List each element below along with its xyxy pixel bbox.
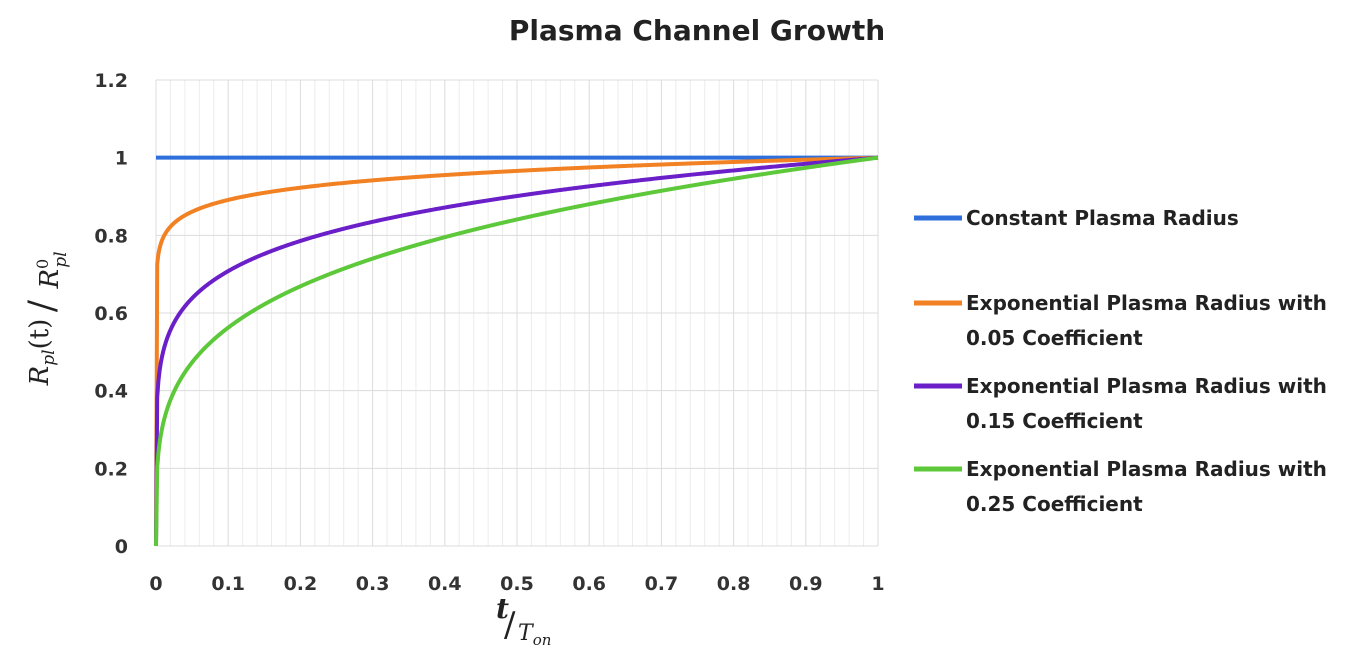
y-tick-label: 1.2 bbox=[94, 70, 128, 92]
chart-title: Plasma Channel Growth bbox=[509, 14, 885, 47]
y-label-denominator: R0pl bbox=[33, 251, 71, 289]
y-tick-label: 0.2 bbox=[94, 458, 128, 480]
x-axis-label: t / Ton bbox=[496, 592, 551, 648]
x-tick-label: 0.6 bbox=[572, 573, 606, 595]
x-tick-label: 0.3 bbox=[356, 573, 390, 595]
x-tick-label: 0 bbox=[149, 573, 162, 595]
x-tick-label: 1 bbox=[871, 573, 884, 595]
x-tick-labels: 0 0.1 0.2 0.3 0.4 0.5 0.6 0.7 0.8 0.9 1 bbox=[149, 573, 884, 595]
x-tick-label: 0.2 bbox=[284, 573, 318, 595]
y-tick-label: 1 bbox=[115, 148, 128, 170]
legend-label-4: 0.25 Coefficient bbox=[966, 492, 1143, 516]
series-line-2 bbox=[154, 155, 879, 547]
y-tick-label: 0.8 bbox=[94, 225, 128, 247]
y-tick-labels: 0 0.2 0.4 0.6 0.8 1 1.2 bbox=[94, 70, 128, 558]
y-label-slash: / bbox=[22, 299, 63, 312]
y-tick-label: 0.4 bbox=[94, 381, 128, 403]
x-tick-label: 0.4 bbox=[428, 573, 462, 595]
grid bbox=[155, 79, 879, 547]
legend-label-2: Exponential Plasma Radius with bbox=[966, 291, 1327, 315]
y-axis-label: Rpl(t) / R0pl bbox=[22, 251, 71, 386]
x-label-sub: Ton bbox=[518, 621, 551, 648]
legend-label-1: Constant Plasma Radius bbox=[966, 206, 1239, 230]
x-label-slash: / bbox=[504, 605, 516, 645]
y-tick-label: 0 bbox=[115, 536, 128, 558]
x-tick-label: 0.1 bbox=[211, 573, 245, 595]
series-line-3 bbox=[154, 155, 879, 547]
x-tick-label: 0.9 bbox=[789, 573, 823, 595]
x-label-main: t bbox=[496, 592, 509, 625]
x-tick-label: 0.8 bbox=[717, 573, 751, 595]
x-tick-label: 0.5 bbox=[500, 573, 534, 595]
legend-label-2: 0.05 Coefficient bbox=[966, 326, 1143, 350]
y-label-numerator: Rpl(t) bbox=[25, 319, 59, 387]
legend-label-3: 0.15 Coefficient bbox=[966, 409, 1143, 433]
series-line-4 bbox=[154, 155, 879, 547]
legend: Constant Plasma Radius Exponential Plasma… bbox=[914, 206, 1327, 516]
series-lines bbox=[154, 155, 879, 547]
legend-label-4: Exponential Plasma Radius with bbox=[966, 457, 1327, 481]
x-tick-label: 0.7 bbox=[645, 573, 679, 595]
y-tick-label: 0.6 bbox=[94, 303, 128, 325]
legend-label-3: Exponential Plasma Radius with bbox=[966, 374, 1327, 398]
